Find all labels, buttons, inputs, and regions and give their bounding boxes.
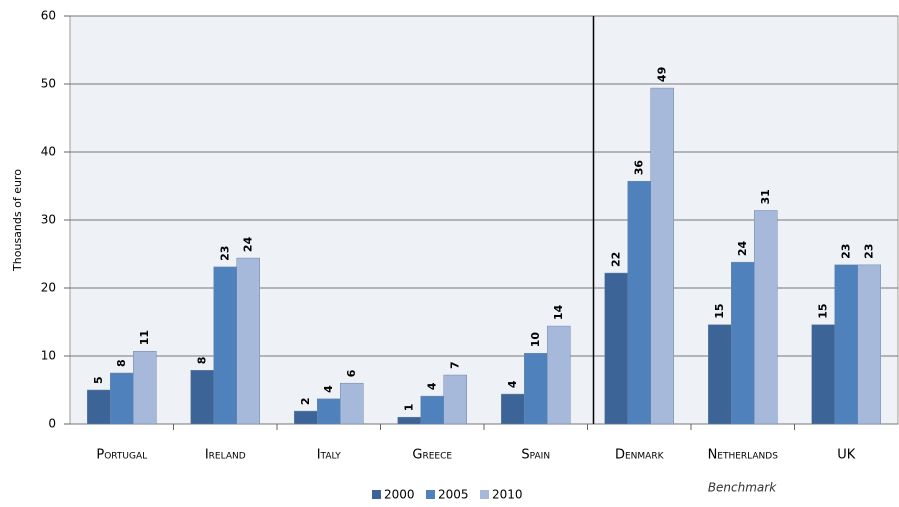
bar	[834, 264, 858, 425]
y-tick-label: 60	[41, 9, 56, 23]
x-tick-label: Denmark	[615, 448, 665, 463]
bar	[236, 257, 260, 425]
value-label: 15	[816, 303, 829, 318]
value-label: 7	[448, 361, 461, 369]
bar	[708, 324, 732, 425]
value-label: 8	[195, 357, 208, 365]
value-label: 22	[609, 252, 622, 267]
value-label: 4	[506, 380, 519, 388]
y-tick-label: 0	[48, 417, 56, 431]
y-tick-label: 40	[41, 145, 56, 159]
legend-label: 2000	[384, 488, 415, 502]
legend-label: 2005	[438, 488, 469, 502]
bar	[420, 395, 444, 425]
x-tick-label: Netherlands	[708, 448, 779, 463]
x-tick-label: Greece	[412, 448, 452, 463]
y-axis-label: Thousands of euro	[11, 169, 24, 272]
bar	[294, 410, 318, 425]
bar	[133, 350, 157, 425]
value-label: 36	[632, 160, 645, 176]
bar	[87, 389, 111, 425]
value-label: 24	[241, 236, 254, 252]
bar	[857, 264, 881, 425]
bar	[317, 398, 341, 425]
bar	[213, 266, 237, 425]
value-label: 15	[713, 303, 726, 318]
x-tick-label: Italy	[317, 448, 342, 463]
value-label: 5	[92, 376, 105, 384]
bar	[754, 210, 778, 425]
x-tick-label: Portugal	[96, 448, 147, 463]
legend-label: 2010	[492, 488, 523, 502]
y-tick-label: 10	[41, 349, 56, 363]
legend-swatch	[426, 490, 435, 499]
legend-swatch	[480, 490, 489, 499]
value-label: 4	[322, 385, 335, 393]
y-tick-label: 20	[41, 281, 56, 295]
y-tick-label: 50	[41, 77, 56, 91]
value-label: 8	[115, 359, 128, 367]
bar	[811, 324, 835, 425]
value-label: 10	[529, 332, 542, 348]
value-label: 2	[299, 397, 312, 405]
value-label: 14	[552, 304, 565, 320]
bar	[524, 353, 548, 425]
bar	[110, 372, 134, 425]
value-label: 23	[218, 246, 231, 261]
bar	[604, 272, 628, 425]
value-label: 23	[862, 244, 875, 259]
bar	[501, 393, 525, 425]
bar	[731, 261, 755, 425]
bar	[650, 87, 674, 425]
value-label: 1	[402, 404, 415, 412]
bar	[190, 370, 214, 425]
bar	[443, 374, 467, 425]
value-label: 4	[425, 382, 438, 390]
bar	[397, 416, 421, 425]
value-label: 23	[839, 244, 852, 259]
annotation: Benchmark	[708, 481, 777, 495]
x-tick-label: Ireland	[205, 448, 246, 463]
x-tick-label: UK	[837, 448, 856, 463]
value-label: 24	[736, 241, 749, 257]
value-label: 49	[655, 67, 668, 82]
bar	[627, 180, 651, 425]
legend-swatch	[372, 490, 381, 499]
bar	[340, 382, 364, 425]
value-label: 11	[138, 330, 151, 345]
x-tick-label: Spain	[521, 448, 550, 463]
bar	[547, 325, 571, 425]
y-tick-label: 30	[41, 213, 56, 227]
value-label: 31	[759, 189, 772, 204]
value-label: 6	[345, 369, 358, 377]
